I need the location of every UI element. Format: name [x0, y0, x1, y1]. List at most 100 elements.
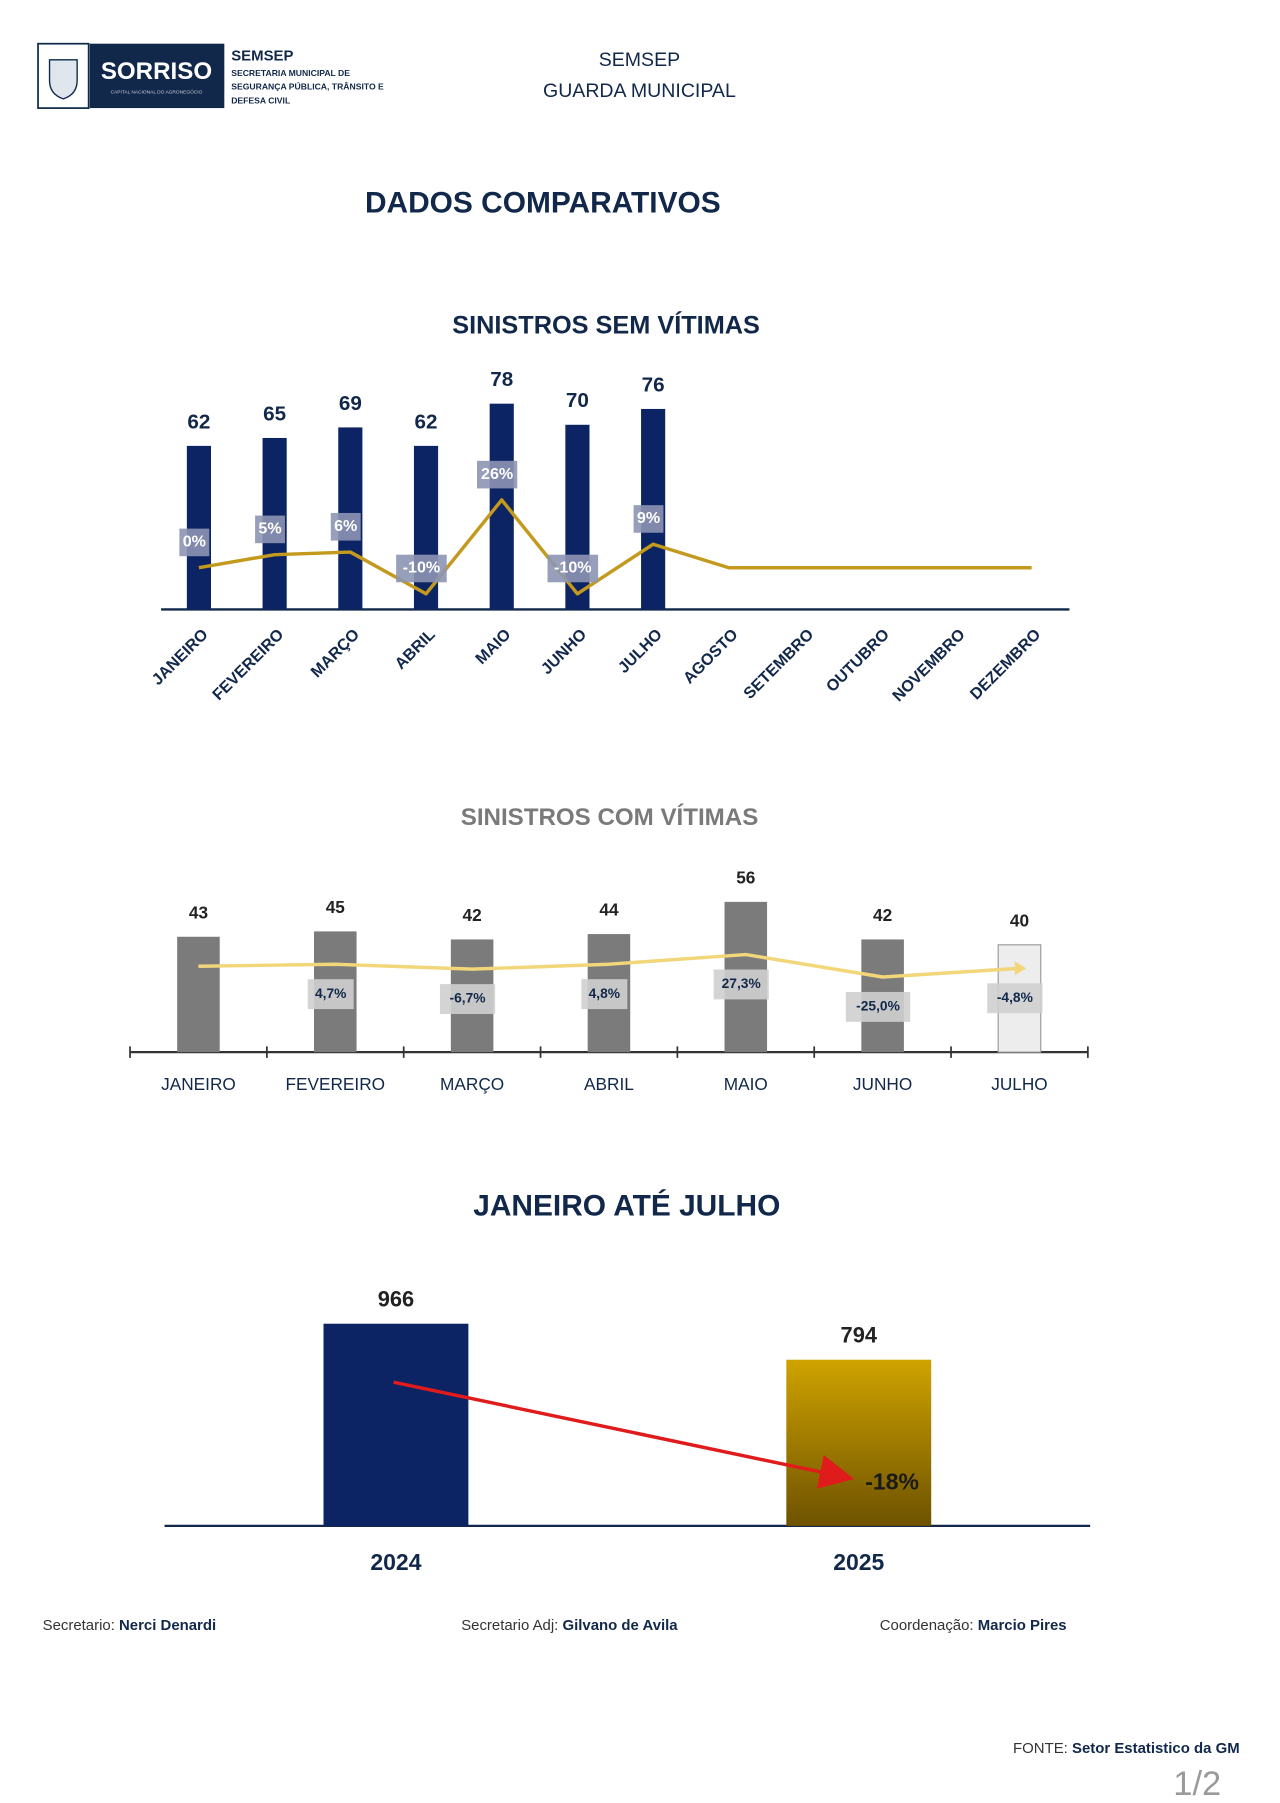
org-name: SEMSEP — [231, 47, 293, 64]
trend-arrow — [393, 1380, 855, 1489]
data-label: 62 — [187, 410, 210, 433]
data-label: 56 — [736, 867, 755, 887]
line-label: -25,0% — [856, 999, 900, 1014]
chart-title: SINISTROS COM VÍTIMAS — [461, 803, 759, 831]
label-box — [633, 505, 664, 533]
source-label: FONTE: — [1013, 1740, 1068, 1757]
org-line: SECRETARIA MUNICIPAL DE — [231, 68, 350, 78]
bars — [323, 1323, 932, 1526]
x-tick-label: MAIO — [724, 1074, 768, 1094]
x-tick-label: JANEIRO — [161, 1074, 236, 1094]
label-box — [255, 515, 285, 544]
signature: Coordenação: Marcio Pires — [880, 1617, 1067, 1634]
source: FONTE: Setor Estatistico da GM — [1013, 1740, 1240, 1757]
line-label: -10% — [554, 559, 592, 577]
x-tick-label: JULHO — [991, 1074, 1047, 1094]
signature: Secretario: Nerci Denardi — [43, 1617, 217, 1634]
logo-box — [89, 43, 225, 109]
bar — [177, 936, 220, 1053]
label-box — [396, 554, 447, 583]
label-box — [477, 460, 518, 489]
x-tick-label: JUNHO — [853, 1074, 912, 1094]
header: SORRISO CAPITAL NACIONAL DO AGRONEGÓCIO … — [37, 42, 736, 109]
bar — [786, 1359, 932, 1526]
source-text: Setor Estatistico da GM — [1072, 1740, 1240, 1757]
label-box — [179, 528, 210, 557]
chart-title: SINISTROS SEM VÍTIMAS — [452, 310, 760, 339]
page-number: 1/2 — [1173, 1765, 1221, 1803]
data-label: 70 — [566, 389, 589, 412]
data-label: 78 — [490, 368, 513, 391]
data-label: 40 — [1010, 910, 1029, 930]
annotation: -18% — [865, 1468, 919, 1494]
data-label: 966 — [378, 1286, 414, 1311]
data-label: 62 — [415, 410, 438, 433]
labels: 62 65 69 62 78 70 76 0% 5% 6% -10% 26% -10% 9% — [179, 368, 665, 583]
line-label: -6,7% — [450, 991, 486, 1006]
line-label: 4,8% — [589, 986, 620, 1001]
label-box — [330, 512, 361, 541]
bar — [186, 445, 212, 610]
line-label: 0% — [183, 533, 206, 551]
line-label: 27,3% — [722, 976, 761, 991]
data-label: 76 — [642, 373, 665, 396]
label-box — [987, 983, 1043, 1014]
page-title: DADOS COMPARATIVOS — [365, 187, 721, 220]
chart-title: JANEIRO ATÉ JULHO — [473, 1188, 780, 1222]
logo-text: SORRISO — [101, 58, 212, 85]
data-label: 794 — [841, 1322, 878, 1347]
labels: 966 794 -18% — [378, 1286, 919, 1494]
label-box — [581, 979, 628, 1010]
role: Secretario Adj: — [461, 1617, 558, 1634]
chart: JANEIRO FEVEREIRO MARÇO ABRIL MAIO JUNHO JULHO… — [129, 867, 1089, 1094]
logo-tagline: CAPITAL NACIONAL DO AGRONEGÓCIO — [111, 88, 203, 95]
header-center: SEMSEP — [599, 49, 680, 71]
line-label: 26% — [481, 465, 513, 483]
data-label: 65 — [263, 402, 286, 425]
person: Nerci Denardi — [119, 1617, 216, 1634]
data-label: 43 — [189, 902, 208, 922]
label-box — [845, 991, 911, 1022]
data-label: 44 — [599, 900, 619, 920]
footer: Secretario: Nerci Denardi Secretario Adj… — [43, 1617, 1240, 1803]
line — [198, 952, 1020, 979]
x-tick-label: FEVEREIRO — [285, 1074, 385, 1094]
bar — [323, 1323, 469, 1526]
line-label: -10% — [403, 559, 441, 577]
line-label: 5% — [258, 520, 281, 538]
line — [198, 498, 1032, 596]
label-box — [713, 969, 769, 1000]
label-box — [547, 554, 599, 583]
chart: 2024 2025 966 794 -18% — [164, 1286, 1091, 1575]
x-tick-label: ABRIL — [584, 1074, 634, 1094]
role: Secretario: — [43, 1617, 115, 1634]
x-tick-label: 2025 — [833, 1549, 884, 1575]
lines — [198, 498, 1032, 596]
person: Gilvano de Avila — [563, 1617, 679, 1634]
data-label: 42 — [463, 905, 482, 925]
data-label: 69 — [339, 392, 362, 415]
header-center: GUARDA MUNICIPAL — [543, 80, 736, 102]
role: Coordenação: — [880, 1617, 974, 1634]
label-box — [439, 984, 496, 1014]
line-label: -4,8% — [997, 990, 1033, 1005]
label-box — [307, 979, 354, 1010]
line-label: 9% — [637, 509, 660, 527]
org-line: SEGURANÇA PÚBLICA, TRÂNSITO E — [231, 81, 384, 92]
line-arrow — [1014, 961, 1027, 976]
crest — [48, 59, 78, 100]
line-label: 6% — [334, 517, 357, 535]
signature: Secretario Adj: Gilvano de Avila — [461, 1617, 678, 1634]
data-label: 45 — [326, 897, 346, 917]
x-tick-label: 2024 — [370, 1549, 421, 1575]
data-label: 42 — [873, 905, 892, 925]
bar — [489, 403, 514, 610]
person: Marcio Pires — [978, 1617, 1067, 1634]
line-label: 4,7% — [315, 986, 346, 1001]
labels: 43 45 42 44 56 42 40 4,7% -6,7% 4,8% 27,3% -25,0% -4… — [189, 867, 1043, 1022]
org-line: DEFESA CIVIL — [231, 95, 290, 105]
lines — [198, 952, 1027, 979]
